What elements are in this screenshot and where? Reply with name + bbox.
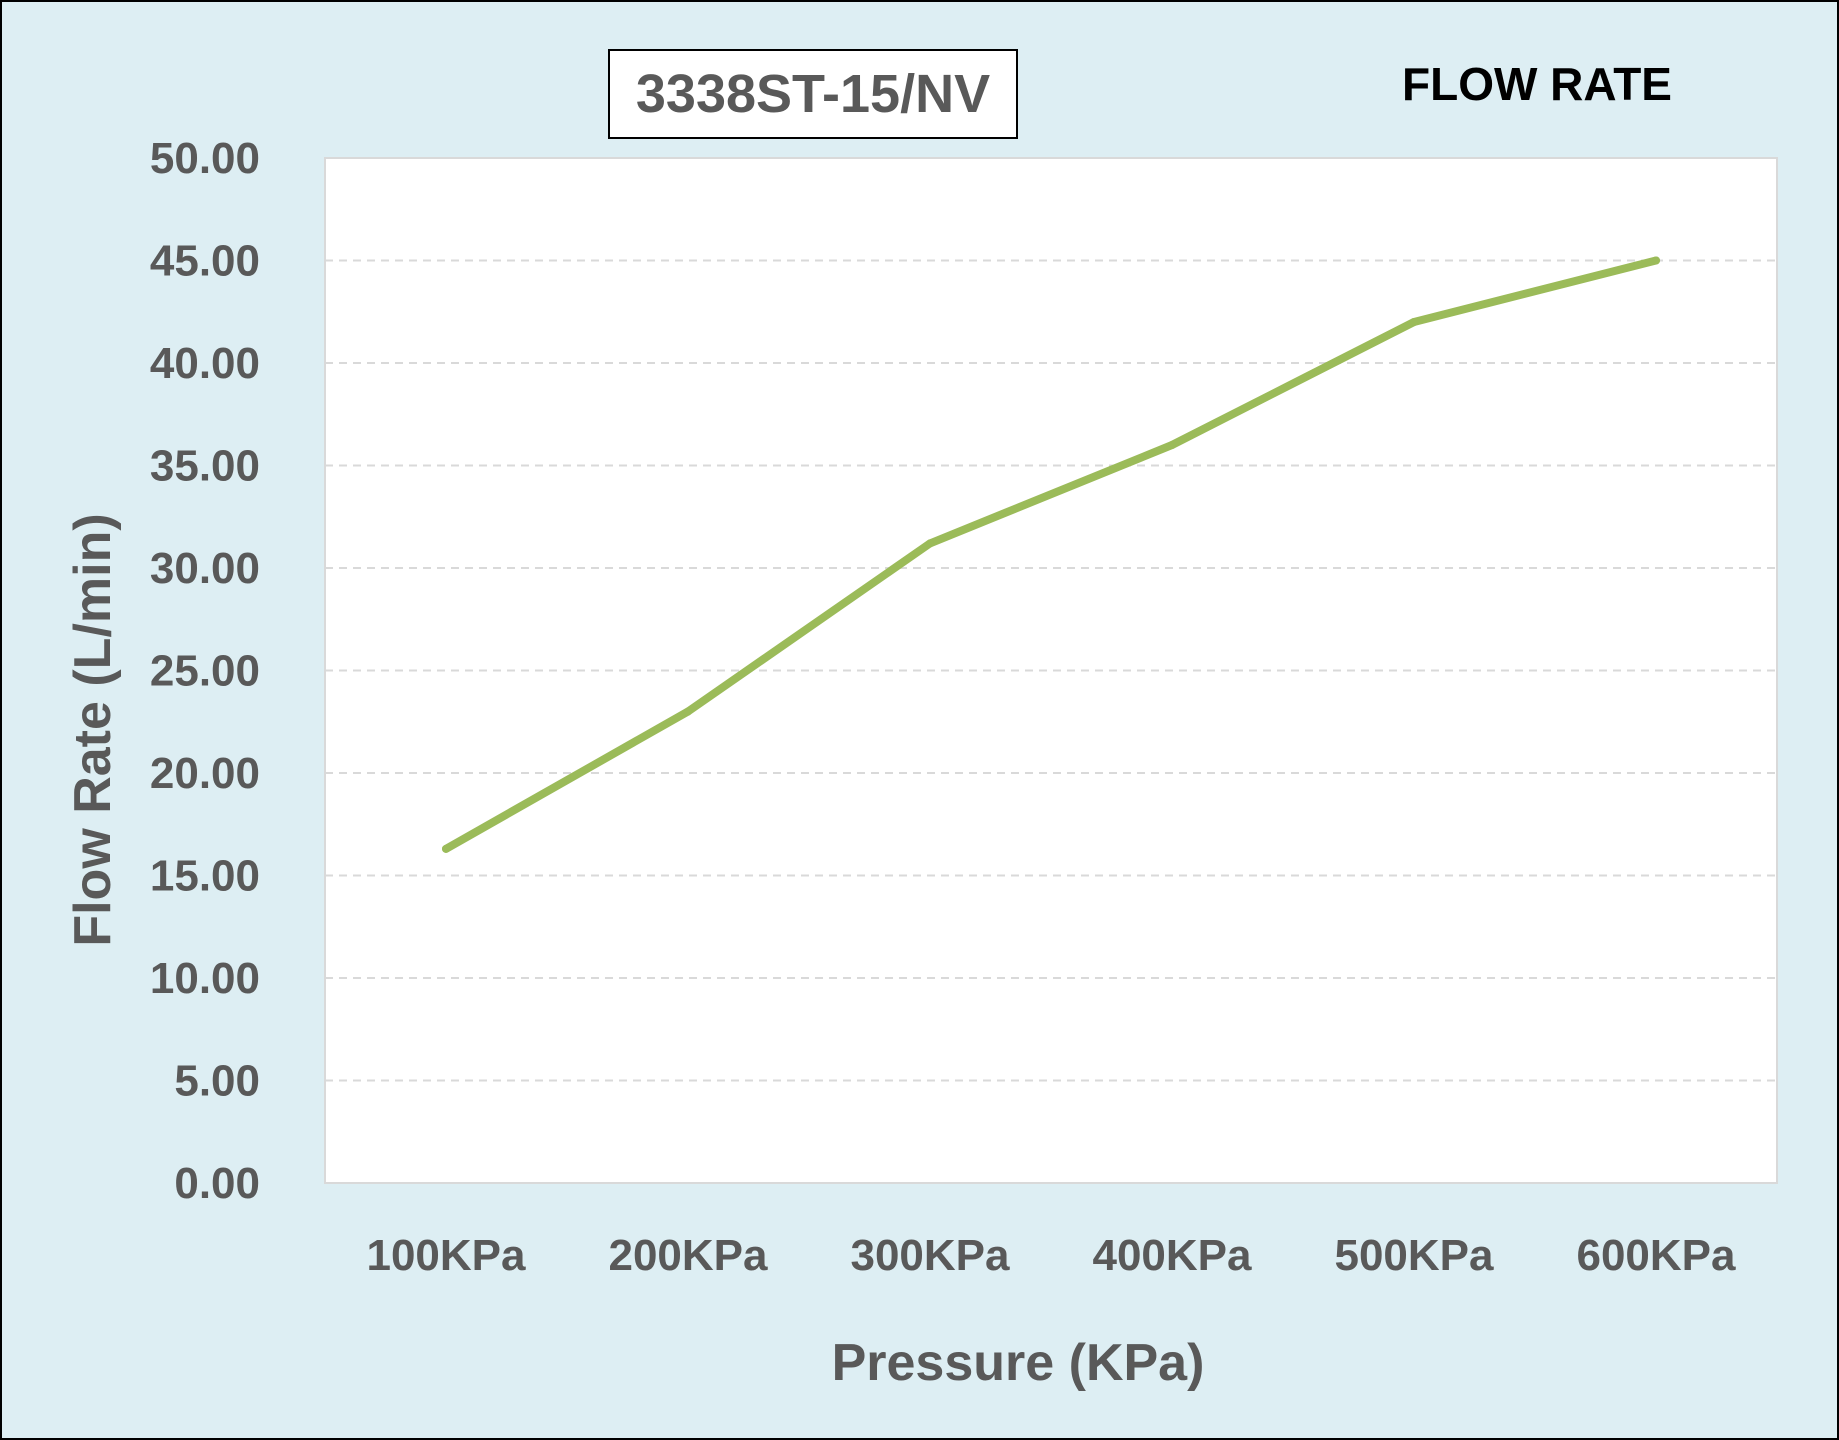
data-point bbox=[1652, 256, 1660, 265]
x-axis-ticks: 100KPa 200KPa 300KPa 400KPa 500KPa 600KPa bbox=[366, 1231, 1736, 1280]
x-tick-label: 300KPa bbox=[850, 1231, 1010, 1280]
y-tick-label: 20.00 bbox=[150, 749, 260, 798]
data-point bbox=[1410, 318, 1418, 326]
y-tick-label: 5.00 bbox=[174, 1057, 260, 1106]
x-tick-label: 400KPa bbox=[1092, 1231, 1252, 1280]
x-tick-label: 100KPa bbox=[366, 1231, 526, 1280]
data-point bbox=[442, 844, 450, 853]
series-layer bbox=[442, 256, 1660, 853]
y-tick-label: 15.00 bbox=[150, 852, 260, 901]
x-tick-label: 200KPa bbox=[608, 1231, 768, 1280]
data-point bbox=[926, 539, 934, 548]
y-axis-title: Flow Rate (L/min) bbox=[64, 513, 122, 946]
y-tick-label: 10.00 bbox=[150, 954, 260, 1003]
y-axis-ticks: 0.00 5.00 10.00 15.00 20.00 25.00 30.00 35.00 40… bbox=[150, 134, 260, 1208]
y-tick-label: 40.00 bbox=[150, 339, 260, 388]
x-axis-title: Pressure (KPa) bbox=[832, 1334, 1205, 1392]
grid-lines bbox=[325, 259, 1777, 1082]
data-point bbox=[1168, 441, 1176, 449]
model-label: 3338ST-15/NV bbox=[635, 64, 991, 124]
x-tick-label: 500KPa bbox=[1334, 1231, 1494, 1280]
x-tick-label: 600KPa bbox=[1576, 1231, 1736, 1280]
y-tick-label: 25.00 bbox=[150, 647, 260, 696]
y-tick-label: 35.00 bbox=[150, 442, 260, 491]
y-tick-label: 30.00 bbox=[150, 544, 260, 593]
y-tick-label: 50.00 bbox=[150, 134, 260, 183]
model-label-box: 3338ST-15/NV bbox=[608, 49, 1018, 139]
series-line bbox=[442, 256, 1660, 853]
data-point bbox=[684, 707, 692, 716]
chart-title: FLOW RATE bbox=[1402, 58, 1672, 110]
y-tick-label: 0.00 bbox=[174, 1159, 260, 1208]
y-tick-label: 45.00 bbox=[150, 237, 260, 286]
